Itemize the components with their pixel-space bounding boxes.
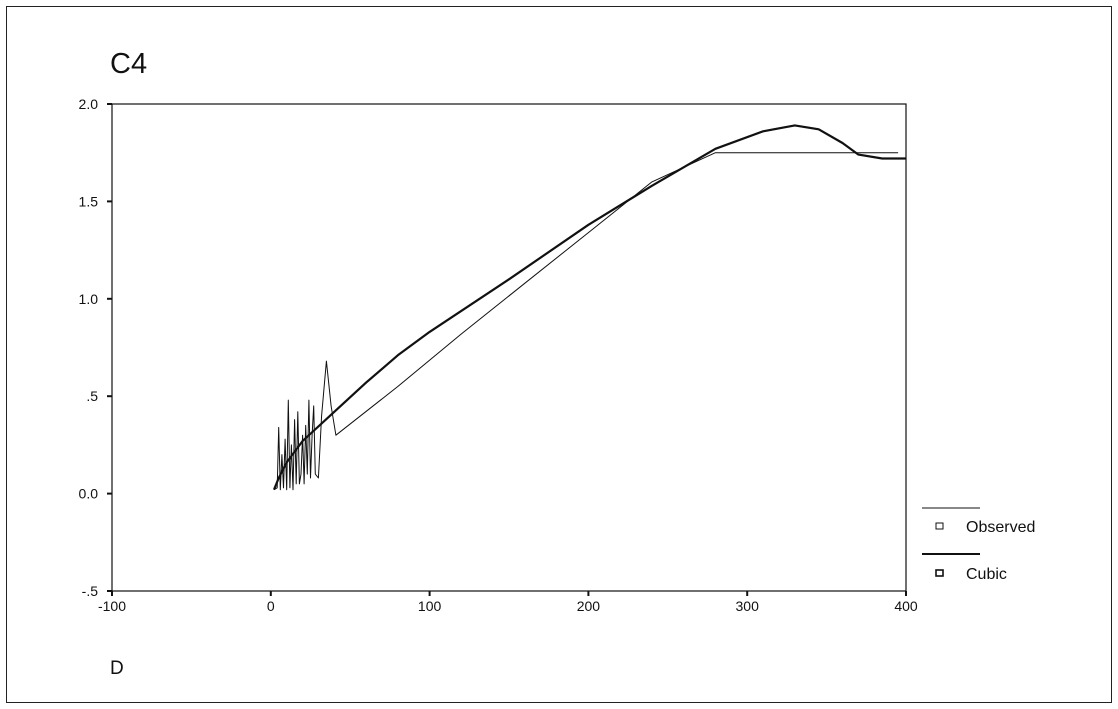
- y-tick-label: -.5: [82, 583, 99, 599]
- x-tick-label: 200: [577, 598, 601, 614]
- x-tick-label: 400: [894, 598, 918, 614]
- legend-label-observed: Observed: [966, 519, 1035, 536]
- legend-label-cubic: Cubic: [966, 566, 1007, 583]
- y-tick-label: 1.5: [79, 193, 99, 209]
- legend: Observed Cubic: [922, 507, 1035, 583]
- y-axis: -.5 0.0 .5 1.0 1.5 2.0: [79, 96, 112, 599]
- series-layer: [272, 124, 906, 491]
- x-axis: -100 0 100 200 300 400: [98, 591, 918, 614]
- chart-frame: [6, 6, 1112, 703]
- x-tick-label: 300: [736, 598, 760, 614]
- x-tick-label: 100: [418, 598, 442, 614]
- plot-area: [111, 103, 907, 592]
- legend-marker-observed: [935, 522, 944, 530]
- legend-marker-cubic: [935, 569, 944, 577]
- x-tick-label: -100: [98, 598, 126, 614]
- y-tick-label: 0.0: [79, 486, 99, 502]
- series-line-observed: [273, 152, 899, 491]
- x-axis-label: D: [110, 658, 124, 679]
- series-line-cubic: [272, 124, 906, 491]
- x-tick-label: 0: [267, 598, 275, 614]
- chart-title: C4: [110, 48, 148, 80]
- y-tick-label: 1.0: [79, 291, 99, 307]
- y-tick-label: 2.0: [79, 96, 99, 112]
- y-tick-label: .5: [86, 388, 98, 404]
